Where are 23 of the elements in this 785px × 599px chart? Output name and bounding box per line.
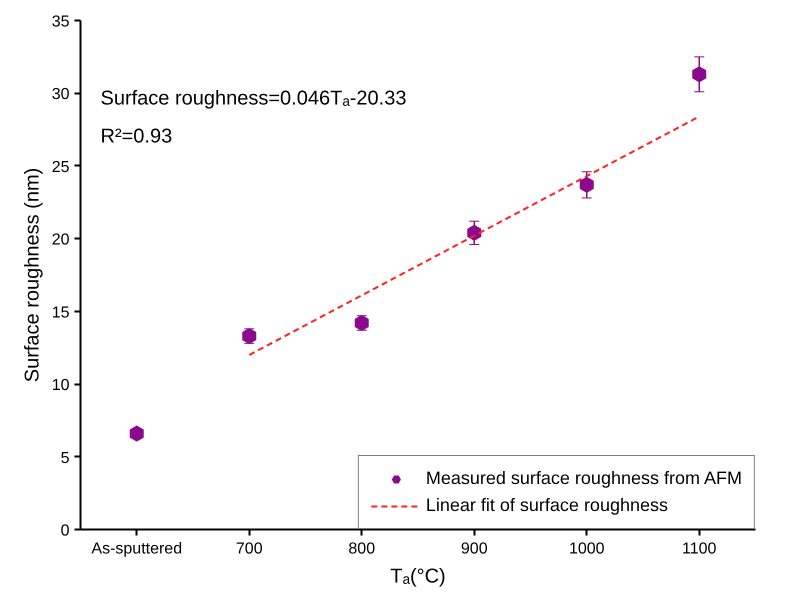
y-tick-label: 25: [52, 158, 70, 176]
y-axis-title: Surface roughness (nm): [22, 168, 44, 382]
y-tick-label: 5: [60, 450, 70, 467]
x-tick-label: 900: [460, 540, 488, 558]
x-tick-label: As-sputtered: [91, 540, 182, 558]
legend-label: Linear fit of surface roughness: [426, 495, 668, 516]
y-tick-label: 0: [60, 522, 70, 540]
point: [692, 66, 706, 82]
annotation: Surface roughness=0.046Tₐ-20.33: [100, 88, 406, 110]
y-tick-label: 10: [52, 377, 70, 394]
point: [580, 176, 594, 193]
x-tick-label: 800: [348, 540, 376, 558]
x-tick-label: 700: [236, 540, 263, 558]
x-tick-label: 1100: [682, 540, 717, 558]
legend-label: Measured surface roughness from AFM: [426, 468, 742, 489]
point: [130, 426, 144, 442]
x-tick-label: 1000: [568, 540, 605, 558]
x-axis-title: Tₐ(°C): [390, 566, 446, 588]
y-tick-label: 15: [52, 304, 70, 322]
y-tick-label: 30: [52, 86, 70, 104]
y-tick-label: 20: [52, 232, 70, 249]
annotation: R²=0.93: [100, 126, 172, 148]
y-tick-label: 35: [52, 14, 70, 30]
